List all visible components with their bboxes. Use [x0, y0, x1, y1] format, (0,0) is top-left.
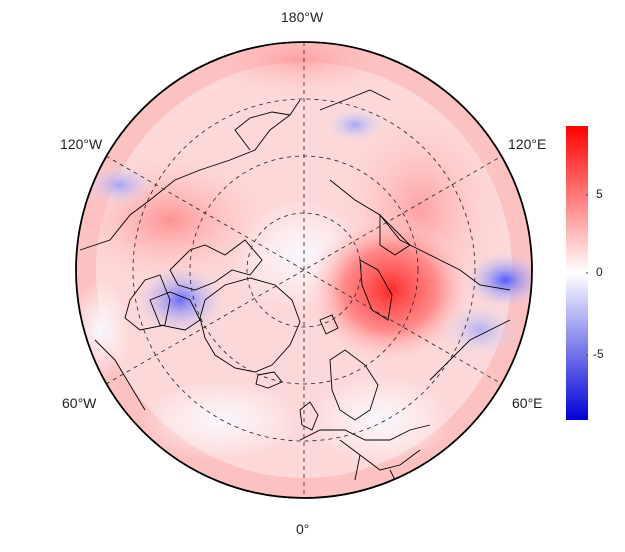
anomaly-asia-cool	[440, 300, 520, 360]
cb-tick-5: 5	[596, 187, 603, 201]
anomaly-okhotsk	[325, 107, 385, 143]
label-0: 0°	[296, 521, 310, 537]
scandinavia	[329, 349, 379, 421]
cb-tick-neg5: -5	[593, 347, 604, 361]
anomaly-atlantic	[140, 380, 300, 460]
anomaly-europe	[310, 375, 450, 465]
cb-tick-0: 0	[596, 265, 603, 279]
british-isles	[299, 401, 319, 431]
anomaly-barents-kara	[305, 215, 475, 365]
taymyr	[379, 213, 411, 256]
label-120w: 120°W	[60, 136, 103, 152]
greenland-coast	[199, 277, 301, 373]
iceland	[255, 371, 283, 389]
asia-borders	[429, 319, 511, 381]
baffin-island	[149, 291, 201, 331]
anomaly-west-atlantic	[76, 280, 130, 380]
novaya-zemlya	[359, 259, 393, 321]
svalbard	[319, 314, 339, 335]
colorbar	[566, 126, 588, 420]
graticule	[105, 42, 503, 498]
colorbar-ramp	[566, 126, 588, 420]
anomaly-bering	[190, 42, 410, 100]
north-america-coast	[79, 114, 291, 251]
label-60w: 60°W	[62, 395, 97, 411]
anomaly-hudson-bay	[135, 265, 225, 335]
anomaly-field	[76, 42, 532, 498]
label-180w: 180°W	[281, 9, 324, 25]
anomaly-labrador	[85, 163, 155, 207]
canadian-archipelago	[169, 239, 263, 291]
coastlines	[79, 89, 511, 491]
labrador-coast	[94, 339, 146, 411]
alaska-coast	[234, 99, 301, 151]
siberia-coast	[329, 179, 511, 291]
label-60e: 60°E	[512, 395, 543, 411]
chukotka-coast	[319, 89, 391, 111]
europe-coast	[299, 424, 431, 441]
anomaly-central-siberia	[465, 252, 532, 308]
label-120e: 120°E	[508, 136, 547, 152]
hudson-bay-coast	[124, 274, 171, 331]
map-boundary	[75, 41, 533, 499]
